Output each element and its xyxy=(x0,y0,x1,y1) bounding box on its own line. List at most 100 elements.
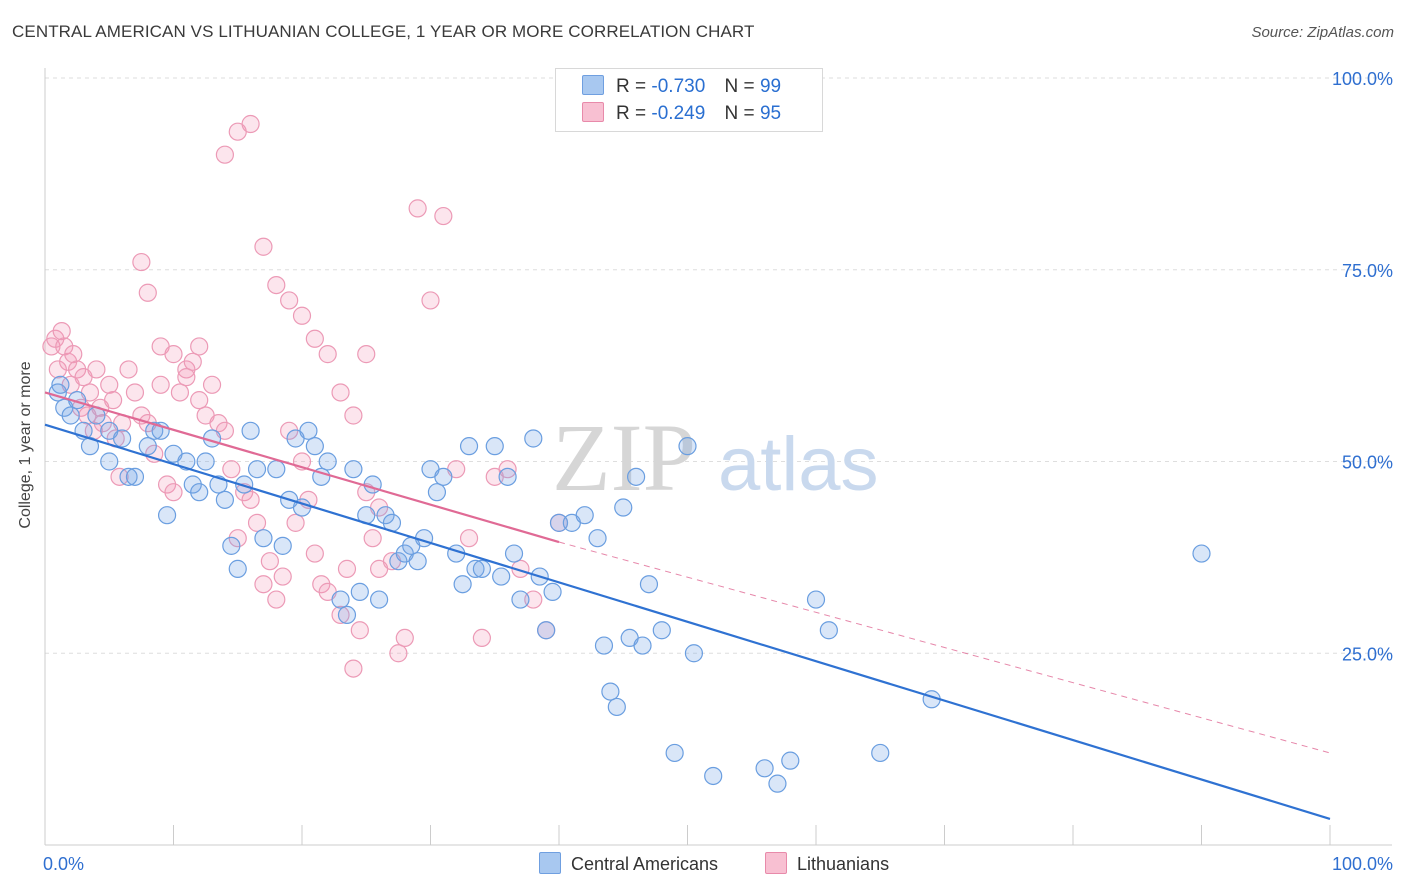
data-point xyxy=(318,345,337,364)
data-point xyxy=(498,460,517,479)
data-point xyxy=(614,498,633,517)
data-point xyxy=(254,575,273,594)
data-point xyxy=(305,437,324,456)
legend-n-label: N = xyxy=(724,103,755,124)
data-point xyxy=(299,421,318,440)
data-point xyxy=(819,621,838,640)
legend-row-central-americans: R = -0.730 N = 99 xyxy=(582,75,781,99)
watermark-zip: ZIP xyxy=(552,404,696,511)
watermark-atlas: atlas xyxy=(718,422,879,507)
data-point xyxy=(235,475,254,494)
legend-n-value: 99 xyxy=(759,76,782,97)
data-point xyxy=(260,552,279,571)
bottom-legend-lithuanians[interactable]: Lithuanians xyxy=(765,852,889,875)
data-point xyxy=(241,421,260,440)
data-point xyxy=(537,621,556,640)
data-point xyxy=(395,628,414,648)
data-point xyxy=(524,429,543,448)
data-point xyxy=(190,337,209,356)
data-point xyxy=(305,544,324,563)
data-point xyxy=(684,644,704,663)
legend-n-value: 95 xyxy=(759,103,782,124)
data-point xyxy=(112,429,132,448)
data-point xyxy=(64,345,83,364)
data-point xyxy=(492,567,511,586)
data-point xyxy=(434,467,453,486)
data-point xyxy=(678,437,697,456)
legend-row-lithuanians: R = -0.249 N = 95 xyxy=(582,102,781,126)
data-point xyxy=(61,406,80,425)
data-point xyxy=(626,467,646,486)
data-point xyxy=(1192,544,1211,563)
data-point xyxy=(125,467,145,486)
data-point xyxy=(466,559,485,578)
legend-r-label: R = xyxy=(616,103,647,124)
data-point xyxy=(408,552,427,571)
data-point xyxy=(247,460,267,479)
series-central-americans xyxy=(48,375,1211,793)
data-point xyxy=(51,375,70,394)
data-point xyxy=(504,544,524,563)
data-point xyxy=(652,621,671,640)
data-point xyxy=(273,567,292,586)
data-point xyxy=(331,383,350,402)
data-point xyxy=(524,590,543,609)
bottom-legend-central-americans[interactable]: Central Americans xyxy=(539,852,718,875)
data-point xyxy=(222,536,241,555)
data-point xyxy=(357,345,376,364)
data-point xyxy=(781,751,800,770)
bottom-legend-label: Lithuanians xyxy=(797,854,890,874)
legend-swatch-pink xyxy=(582,102,604,122)
data-point xyxy=(665,743,684,763)
bottom-legend-label: Central Americans xyxy=(571,854,719,874)
data-point xyxy=(453,575,472,594)
data-point xyxy=(331,590,350,609)
data-point xyxy=(228,559,247,578)
data-point xyxy=(196,452,215,471)
data-point xyxy=(119,360,138,379)
data-point xyxy=(511,590,530,609)
chart-source: Source: ZipAtlas.com xyxy=(1251,24,1394,41)
data-point xyxy=(639,575,659,594)
data-point xyxy=(337,605,357,625)
data-point xyxy=(871,743,890,763)
gridlines xyxy=(45,77,1392,654)
y-tick-label: 75.0% xyxy=(1342,261,1393,281)
data-point xyxy=(427,483,447,502)
data-point xyxy=(177,368,196,387)
y-tick-label: 50.0% xyxy=(1342,453,1393,473)
legend-r-value: -0.730 xyxy=(651,76,706,97)
y-axis-label: College, 1 year or more xyxy=(17,361,34,529)
data-point xyxy=(344,460,363,479)
data-point xyxy=(633,636,652,655)
data-point xyxy=(601,682,620,701)
trend-line-lithuanians-extension xyxy=(558,541,1331,754)
bottom-legend-swatch-pink xyxy=(765,852,787,874)
legend-swatch-blue xyxy=(582,75,604,95)
data-point xyxy=(202,375,222,394)
data-point xyxy=(363,529,382,548)
data-point xyxy=(151,375,170,394)
data-point xyxy=(52,322,71,341)
y-tick-label: 100.0% xyxy=(1332,69,1393,89)
legend-r-label: R = xyxy=(616,76,647,97)
data-point xyxy=(138,283,157,302)
data-point xyxy=(87,360,106,379)
data-point xyxy=(472,559,491,578)
data-point xyxy=(331,605,350,625)
trend-line-central-americans xyxy=(44,423,1331,820)
y-tick-label: 25.0% xyxy=(1342,644,1393,664)
data-point xyxy=(318,452,337,471)
data-point xyxy=(222,460,241,479)
data-point xyxy=(459,529,479,548)
chart-title: CENTRAL AMERICAN VS LITHUANIAN COLLEGE, … xyxy=(12,22,755,41)
data-point xyxy=(104,391,123,410)
data-point xyxy=(806,590,826,609)
data-point xyxy=(157,506,177,525)
data-point xyxy=(190,483,209,502)
data-point xyxy=(459,437,479,456)
data-point xyxy=(607,697,626,717)
data-point xyxy=(138,437,157,456)
data-point xyxy=(704,766,723,786)
